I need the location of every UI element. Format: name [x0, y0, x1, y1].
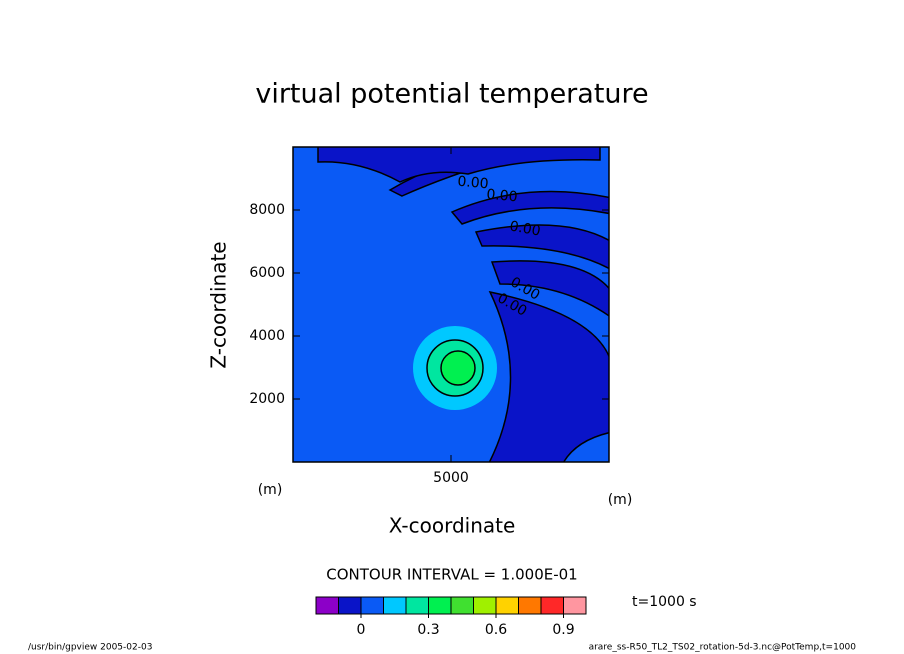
chart-title: virtual potential temperature: [255, 79, 648, 110]
colorbar-box: [315, 596, 339, 615]
colorbar-box: [405, 596, 429, 615]
contour-band: [474, 224, 609, 270]
y-unit: (m): [258, 482, 283, 498]
colorbar-box: [450, 596, 474, 615]
colorbar-tick-label: 0.3: [417, 622, 439, 638]
x-axis-label: X-coordinate: [389, 514, 516, 538]
contour-label: 0.00: [508, 218, 541, 239]
colorbar-box: [563, 596, 587, 615]
x-unit: (m): [608, 492, 633, 508]
colorbar-tick-label: 0.6: [485, 622, 507, 638]
contour-region: [440, 350, 476, 386]
colorbar-box: [383, 596, 407, 615]
colorbar-box: [473, 596, 497, 615]
contour-band: [490, 260, 609, 317]
footer-right: arare_ss-R50_TL2_TS02_rotation-5d-3.nc@P…: [589, 643, 857, 653]
colorbar-tick-label: 0.9: [552, 622, 574, 638]
y-tick-label: 2000: [249, 391, 285, 407]
colorbar-tick-label: 0: [357, 622, 366, 638]
contour-band: [488, 290, 609, 462]
colorbar-box: [338, 596, 362, 615]
footer-left: /usr/bin/gpview 2005-02-03: [28, 643, 152, 653]
colorbar-box: [495, 596, 519, 615]
x-tick-label: 5000: [433, 470, 469, 486]
y-tick-label: 6000: [249, 265, 285, 281]
contour-interval: CONTOUR INTERVAL = 1.000E-01: [326, 566, 577, 584]
y-tick-label: 8000: [249, 202, 285, 218]
contour-label: 0.00: [457, 174, 489, 193]
time-label: t=1000 s: [632, 594, 697, 610]
colorbar-box: [428, 596, 452, 615]
contour-label: 0.00: [486, 187, 518, 206]
contour-field: 0.000.000.000.000.00: [293, 147, 609, 462]
contour-band: [450, 190, 609, 225]
y-axis-label: Z-coordinate: [207, 241, 231, 368]
y-tick-label: 4000: [249, 328, 285, 344]
colorbar-box: [360, 596, 384, 615]
colorbar-box: [540, 596, 564, 615]
contour-band: [317, 147, 601, 183]
colorbar-box: [518, 596, 542, 615]
